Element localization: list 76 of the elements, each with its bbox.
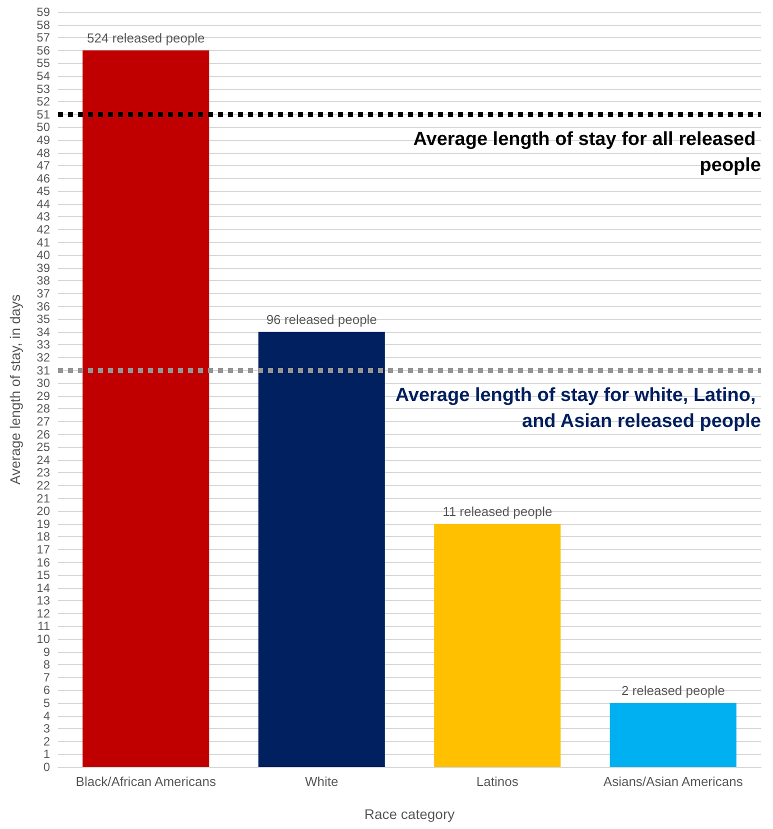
y-tick-label: 57 <box>36 30 50 45</box>
y-tick-label: 53 <box>36 82 50 96</box>
y-tick-label: 4 <box>43 708 50 723</box>
y-tick-label: 12 <box>36 606 50 620</box>
y-tick-label: 9 <box>43 644 50 659</box>
y-tick-label: 28 <box>36 402 50 416</box>
y-tick-label: 52 <box>36 94 50 109</box>
y-tick-label: 30 <box>36 376 50 390</box>
x-tick-label: Latinos <box>476 774 519 789</box>
y-tick-label: 44 <box>36 196 50 211</box>
bar <box>610 703 736 767</box>
y-tick-label: 32 <box>36 350 50 365</box>
y-tick-label: 23 <box>36 466 50 480</box>
y-tick-label: 45 <box>36 184 50 198</box>
y-tick-label: 20 <box>36 504 50 518</box>
y-tick-label: 24 <box>36 452 50 467</box>
y-tick-label: 8 <box>43 658 50 672</box>
y-tick-label: 3 <box>43 722 50 736</box>
y-tick-label: 43 <box>36 210 50 224</box>
bar <box>434 524 561 767</box>
y-tick-label: 25 <box>36 440 50 454</box>
ref-line-label: Average length of stay for white, Latino, and Asian released people <box>395 384 761 432</box>
annotation: 11 released people <box>442 504 552 519</box>
y-tick-label: 6 <box>43 683 50 698</box>
y-tick-label: 27 <box>36 414 50 428</box>
y-tick-label: 59 <box>36 5 50 19</box>
y-tick-label: 58 <box>36 18 50 32</box>
y-tick-label: 17 <box>36 542 50 556</box>
y-tick-label: 7 <box>43 670 50 684</box>
y-tick-label: 0 <box>43 760 50 774</box>
y-axis-title: Average length of stay, in days <box>7 294 23 485</box>
y-tick-label: 15 <box>36 568 50 582</box>
y-tick-label: 46 <box>36 171 50 186</box>
y-tick-label: 54 <box>36 68 50 83</box>
y-tick-label: 34 <box>36 324 50 339</box>
y-tick-label: 16 <box>36 555 50 570</box>
annotation: 2 released people <box>621 683 725 698</box>
y-tick-label: 42 <box>36 222 50 237</box>
ref-line-label: Average length of stay for all released people <box>413 128 761 176</box>
annotation: 96 released people <box>266 312 377 327</box>
y-tick-label: 41 <box>36 235 50 250</box>
x-tick-label: Asians/Asian Americans <box>603 774 744 789</box>
y-tick-label: 11 <box>38 619 50 634</box>
y-tick-label: 5 <box>43 696 50 710</box>
y-tick-label: 22 <box>36 478 50 492</box>
y-tick-label: 48 <box>36 146 50 160</box>
x-axis-title: Race category <box>364 806 455 822</box>
annotation: 524 released people <box>86 30 205 46</box>
x-tick-label: Black/African Americans <box>76 774 216 789</box>
y-tick-label: 29 <box>36 388 50 403</box>
y-tick-label: 18 <box>36 530 50 544</box>
y-tick-label: 19 <box>36 516 50 531</box>
y-tick-label: 37 <box>36 286 50 301</box>
y-tick-label: 10 <box>36 632 50 646</box>
y-tick-label: 56 <box>36 43 50 58</box>
y-tick-label: 50 <box>36 120 50 134</box>
y-tick-label: 33 <box>36 338 50 352</box>
y-tick-label: 35 <box>36 312 50 326</box>
y-tick-label: 14 <box>36 580 50 595</box>
y-tick-label: 55 <box>36 56 50 70</box>
bar <box>258 332 385 767</box>
y-tick-label: 38 <box>36 274 50 288</box>
y-tick-label: 26 <box>36 427 50 442</box>
bar <box>82 50 210 767</box>
y-tick-label: 21 <box>36 491 50 506</box>
y-tick-label: 39 <box>36 260 50 275</box>
y-tick-label: 49 <box>36 132 50 147</box>
y-tick-label: 36 <box>36 299 50 314</box>
y-tick-label: 51 <box>36 107 50 122</box>
y-tick-label: 47 <box>36 158 50 173</box>
y-tick-label: 1 <box>43 747 50 762</box>
y-tick-label: 31 <box>36 363 50 378</box>
y-tick-label: 40 <box>36 248 50 262</box>
y-tick-label: 13 <box>36 594 50 608</box>
x-tick-label: White <box>305 774 338 789</box>
y-tick-label: 2 <box>43 734 50 748</box>
